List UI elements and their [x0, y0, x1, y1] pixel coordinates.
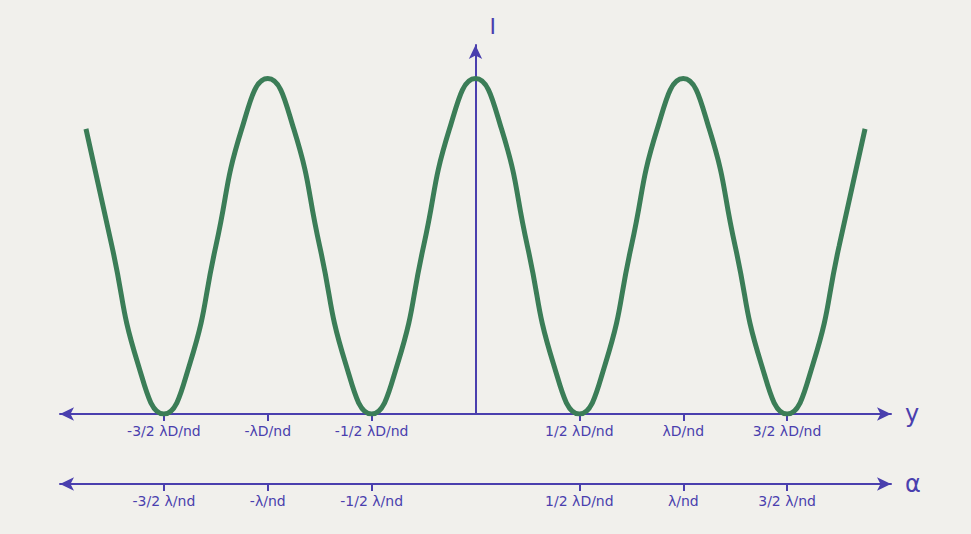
svg-text:α: α	[905, 470, 921, 498]
svg-text:λ/nd: λ/nd	[668, 493, 699, 509]
svg-text:-3/2 λD/nd: -3/2 λD/nd	[127, 423, 201, 439]
svg-text:1/2 λD/nd: 1/2 λD/nd	[545, 493, 614, 509]
svg-text:-1/2 λD/nd: -1/2 λD/nd	[335, 423, 409, 439]
svg-text:-3/2 λ/nd: -3/2 λ/nd	[132, 493, 195, 509]
svg-text:3/2 λ/nd: 3/2 λ/nd	[758, 493, 816, 509]
svg-text:1/2 λD/nd: 1/2 λD/nd	[545, 423, 614, 439]
svg-text:λD/nd: λD/nd	[662, 423, 704, 439]
svg-text:I: I	[490, 14, 497, 39]
svg-text:-λ/nd: -λ/nd	[250, 493, 286, 509]
svg-text:-λD/nd: -λD/nd	[244, 423, 291, 439]
svg-text:-1/2 λ/nd: -1/2 λ/nd	[340, 493, 403, 509]
svg-text:3/2 λD/nd: 3/2 λD/nd	[753, 423, 822, 439]
svg-text:y: y	[905, 400, 919, 428]
